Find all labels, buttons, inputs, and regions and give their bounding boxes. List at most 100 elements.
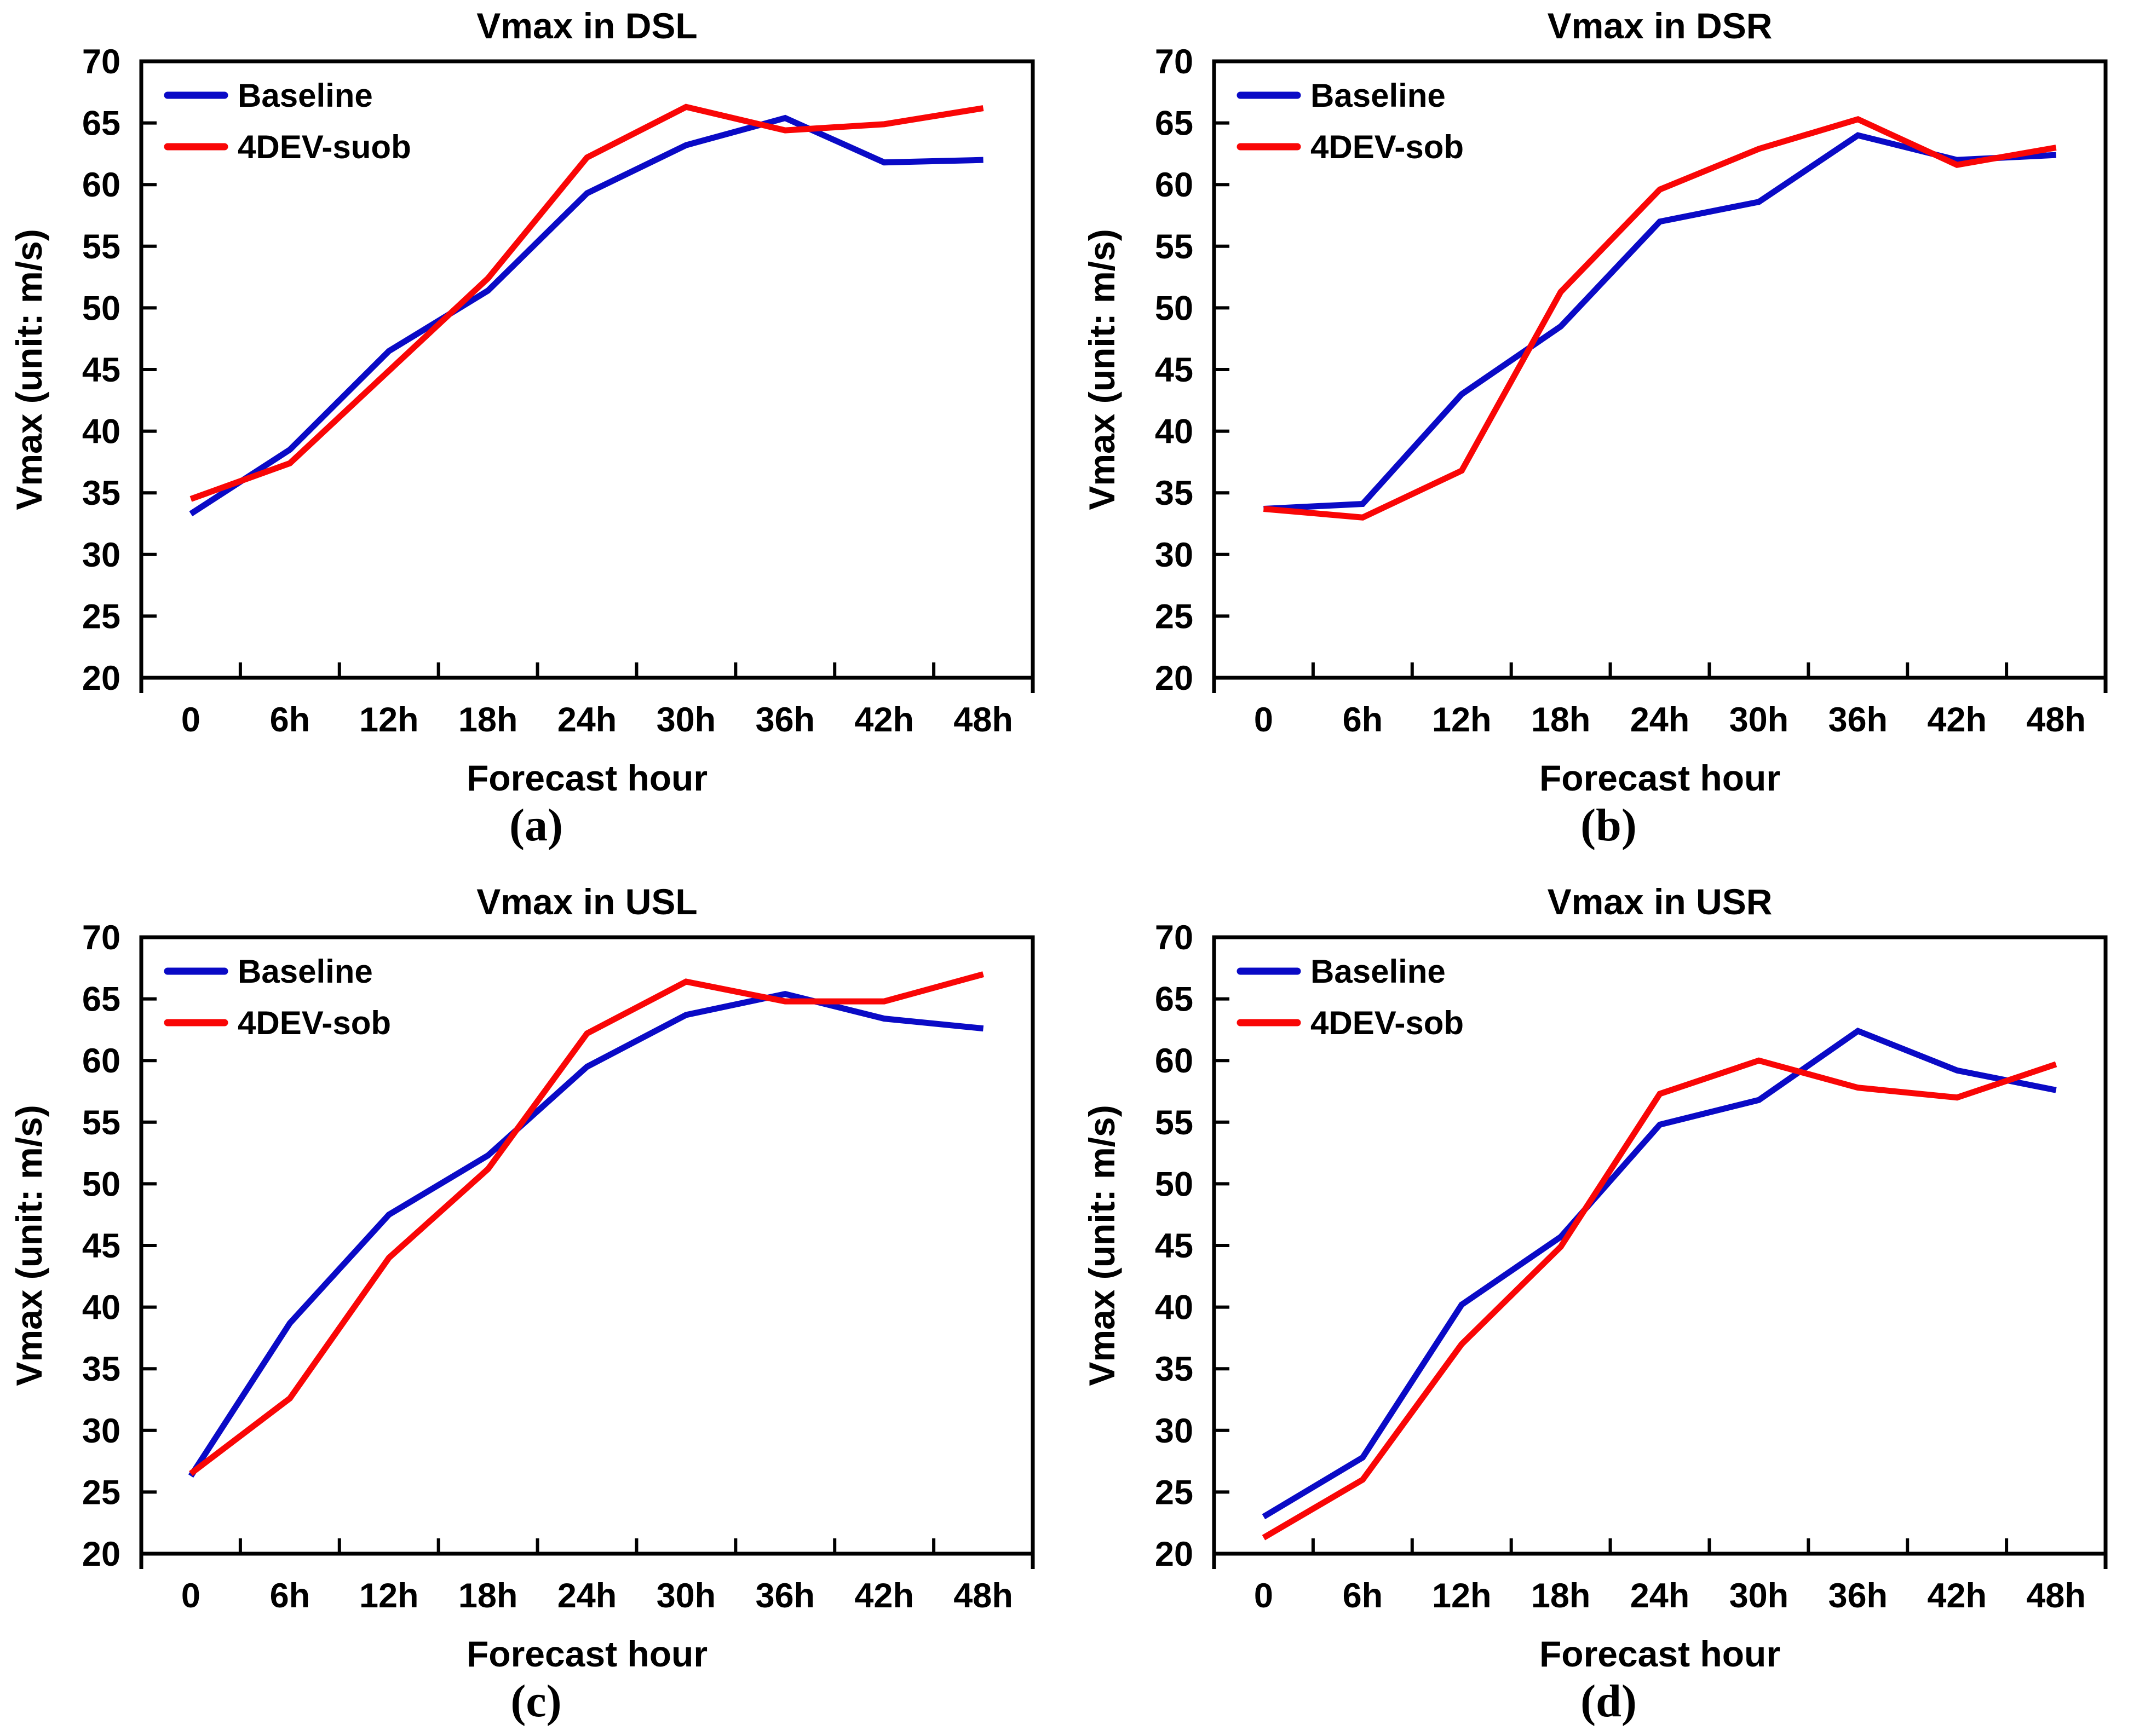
- y-tick-label: 40: [82, 1289, 120, 1327]
- x-tick-label: 30h: [657, 1577, 716, 1615]
- y-tick-label: 30: [1154, 1412, 1193, 1450]
- x-tick-label: 18h: [458, 1577, 518, 1615]
- y-tick-label: 45: [1154, 351, 1193, 389]
- x-tick-label: 6h: [270, 1577, 310, 1615]
- legend-label-4dev-sob: 4DEV-sob: [238, 1005, 391, 1041]
- y-tick-label: 45: [82, 351, 120, 389]
- legend-label-baseline: Baseline: [1310, 77, 1446, 114]
- x-tick-label: 12h: [359, 1577, 419, 1615]
- x-tick-label: 12h: [1431, 701, 1491, 739]
- x-tick-label: 42h: [1927, 701, 1987, 739]
- legend-label-4dev-sob: 4DEV-sob: [1310, 129, 1464, 165]
- x-tick-label: 6h: [1342, 701, 1383, 739]
- y-axis-label: Vmax (unit: m/s): [1082, 229, 1122, 510]
- panel-d: Vmax in USR 20 25 30 35 40 45 50 55 60 65 70 0 6h 12h 1…: [1072, 876, 2145, 1736]
- y-tick-label: 55: [82, 228, 120, 266]
- x-tick-label: 18h: [458, 701, 518, 739]
- chart-title: Vmax in USL: [476, 881, 697, 922]
- y-tick-label: 20: [1154, 1535, 1193, 1573]
- y-axis-label: Vmax (unit: m/s): [9, 229, 49, 510]
- x-tick-label: 30h: [657, 701, 716, 739]
- y-tick-label: 40: [1154, 1289, 1193, 1327]
- y-tick-label: 60: [1154, 166, 1193, 204]
- x-tick-label: 12h: [359, 701, 419, 739]
- legend-label-baseline: Baseline: [238, 953, 373, 990]
- x-tick-label: 42h: [854, 701, 914, 739]
- x-tick-label: 30h: [1729, 1577, 1789, 1615]
- y-tick-label: 45: [1154, 1227, 1193, 1265]
- plot-frame: [1212, 59, 2107, 680]
- series-line-4dev-sob: [189, 971, 985, 1477]
- y-tick-label: 20: [82, 1535, 120, 1573]
- series-line-baseline: [189, 114, 984, 517]
- legend-label-4dev-sob: 4DEV-sob: [1310, 1005, 1464, 1041]
- x-tick-label: 6h: [1342, 1577, 1383, 1615]
- plot-frame: [139, 935, 1035, 1556]
- caption-a: (a): [509, 800, 563, 851]
- y-tick-label: 55: [1154, 228, 1193, 266]
- series-line-baseline: [188, 990, 984, 1478]
- y-tick-label: 55: [1154, 1104, 1193, 1142]
- x-tick-label: 12h: [1431, 1577, 1491, 1615]
- legend-label-4dev-suob: 4DEV-suob: [238, 129, 411, 165]
- legend-label-baseline: Baseline: [238, 77, 373, 114]
- caption-d: (d): [1580, 1676, 1637, 1727]
- y-tick-label: 20: [1154, 659, 1193, 697]
- series-line-4dev-sob: [1262, 1057, 2057, 1541]
- y-tick-label: 40: [82, 413, 120, 451]
- y-tick-label: 65: [82, 105, 120, 143]
- y-tick-label: 55: [82, 1104, 120, 1142]
- panel-c: Vmax in USL 20 25 30 35 40 45 50 55 60 65 70 0 6h 12h 1…: [0, 876, 1072, 1736]
- y-axis-label: Vmax (unit: m/s): [9, 1105, 49, 1386]
- x-tick-label: 48h: [2026, 701, 2086, 739]
- x-tick-label: 24h: [1630, 1577, 1689, 1615]
- x-tick-label: 42h: [1927, 1577, 1987, 1615]
- y-tick-label: 50: [1154, 1165, 1193, 1203]
- x-tick-label: 30h: [1729, 701, 1789, 739]
- y-tick-label: 30: [82, 1412, 120, 1450]
- y-tick-label: 25: [82, 597, 120, 636]
- y-tick-label: 25: [1154, 1473, 1193, 1512]
- x-tick-label: 24h: [1630, 701, 1689, 739]
- y-tick-label: 45: [82, 1227, 120, 1265]
- x-tick-label: 48h: [953, 701, 1013, 739]
- y-tick-label: 60: [1154, 1042, 1193, 1080]
- chart-title: Vmax in DSL: [476, 5, 697, 46]
- y-tick-label: 25: [82, 1473, 120, 1512]
- series-line-4dev-suob: [189, 103, 984, 502]
- x-tick-label: 36h: [755, 1577, 815, 1615]
- y-tick-label: 35: [1154, 1350, 1193, 1388]
- x-tick-label: 6h: [270, 701, 310, 739]
- x-tick-label: 0: [181, 1577, 200, 1615]
- x-tick-label: 36h: [1828, 701, 1888, 739]
- y-tick-label: 50: [82, 1165, 120, 1203]
- y-tick-label: 30: [82, 536, 120, 574]
- legend-label-baseline: Baseline: [1310, 953, 1446, 990]
- y-tick-label: 35: [82, 1350, 120, 1388]
- y-tick-label: 60: [82, 166, 120, 204]
- caption-c: (c): [510, 1676, 562, 1727]
- y-tick-label: 60: [82, 1042, 120, 1080]
- x-tick-label: 18h: [1531, 1577, 1590, 1615]
- chart-title: Vmax in USR: [1547, 881, 1772, 922]
- y-tick-label: 65: [1154, 981, 1193, 1019]
- y-axis-label: Vmax (unit: m/s): [1082, 1105, 1122, 1386]
- y-tick-label: 30: [1154, 536, 1193, 574]
- y-tick-label: 25: [1154, 597, 1193, 636]
- y-tick-label: 70: [1154, 43, 1193, 81]
- x-tick-label: 48h: [2026, 1577, 2086, 1615]
- y-tick-label: 65: [1154, 105, 1193, 143]
- y-tick-label: 70: [82, 43, 120, 81]
- x-axis-label: Forecast hour: [1539, 758, 1780, 798]
- x-axis-label: Forecast hour: [467, 758, 708, 798]
- y-tick-label: 40: [1154, 413, 1193, 451]
- y-tick-label: 50: [1154, 289, 1193, 327]
- x-tick-label: 36h: [1828, 1577, 1888, 1615]
- chart-c-vmax-usl: Vmax in USL 20 25 30 35 40 45 50 55 60 65 70 0 6h 12h 1…: [9, 881, 1035, 1674]
- chart-a-vmax-dsl: Vmax in DSL 20 25 30 35 40 45 50 55 60 65 70 0 6h 12h 1…: [9, 5, 1035, 798]
- panel-b: Vmax in DSR 20 25 30 35 40 45 50 55 60 65 70 0 6h 12h 1…: [1072, 0, 2145, 876]
- y-tick-label: 65: [82, 981, 120, 1019]
- x-tick-label: 36h: [755, 701, 815, 739]
- x-tick-label: 0: [181, 701, 200, 739]
